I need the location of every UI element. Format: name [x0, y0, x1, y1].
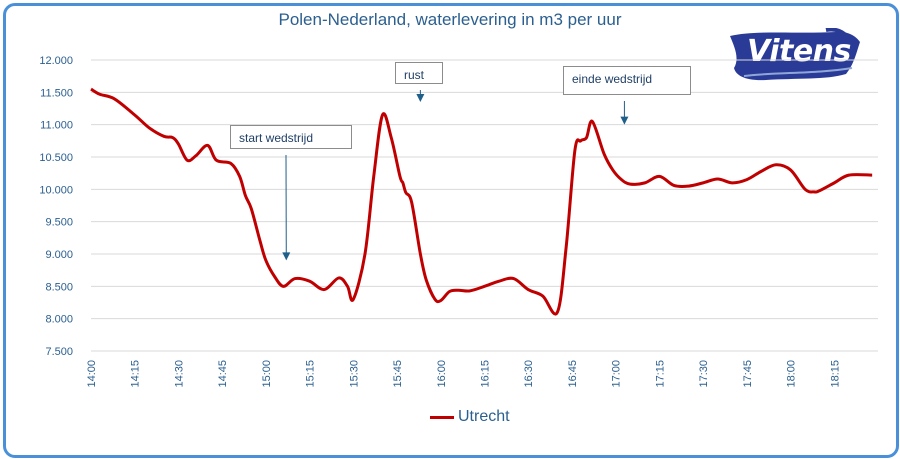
annotation-arrows — [282, 90, 629, 261]
annotation-arrowhead — [416, 93, 425, 102]
annotation-rust: rust — [395, 62, 443, 84]
legend: Utrecht — [430, 408, 510, 426]
legend-label-utrecht: Utrecht — [458, 408, 510, 425]
chart-title: Polen-Nederland, waterlevering in m3 per… — [278, 10, 622, 29]
gridlines — [91, 59, 878, 352]
x-tick-label: 16:45 — [567, 360, 579, 388]
legend-swatch-utrecht — [430, 415, 454, 419]
x-tick-label: 17:45 — [742, 360, 754, 388]
annotation-start-wedstrijd: start wedstrijd — [230, 125, 352, 149]
x-tick-label: 17:00 — [611, 360, 623, 388]
y-axis-ticks: 7.500 8.000 8.500 9.000 9.500 10.000 10.500 11.… — [39, 55, 73, 358]
annotation-arrowhead — [282, 252, 291, 261]
y-tick-label: 10.500 — [39, 152, 73, 164]
y-tick-label: 10.000 — [39, 184, 73, 196]
x-tick-label: 14:15 — [130, 360, 142, 388]
series-line-utrecht — [90, 87, 873, 316]
x-tick-label: 15:30 — [348, 360, 360, 388]
y-tick-label: 11.000 — [40, 120, 73, 132]
x-tick-label: 15:45 — [392, 360, 404, 388]
x-tick-label: 16:00 — [436, 360, 448, 388]
y-tick-label: 9.500 — [45, 217, 73, 229]
y-tick-label: 12.000 — [39, 55, 73, 67]
x-axis-ticks: 14:00 14:15 14:30 14:45 15:00 15:15 15:30 15:45… — [86, 360, 841, 388]
x-tick-label: 15:15 — [305, 360, 317, 388]
x-tick-label: 17:15 — [654, 360, 666, 388]
vitens-logo — [730, 28, 860, 81]
logo-text: Vitens — [747, 34, 851, 69]
annotation-einde-wedstrijd: einde wedstrijd — [563, 66, 691, 95]
annotation-arrowhead — [620, 116, 629, 125]
x-tick-label: 17:30 — [698, 360, 710, 388]
x-tick-label: 15:00 — [261, 360, 273, 388]
x-tick-label: 18:00 — [786, 360, 798, 388]
y-tick-label: 11.500 — [40, 87, 73, 99]
x-tick-label: 18:15 — [829, 360, 841, 388]
y-tick-label: 8.000 — [45, 314, 73, 326]
x-tick-label: 14:00 — [86, 360, 98, 388]
x-tick-label: 14:45 — [217, 360, 229, 388]
x-tick-label: 14:30 — [173, 360, 185, 388]
y-tick-label: 7.500 — [45, 346, 73, 358]
x-tick-label: 16:30 — [523, 360, 535, 388]
x-tick-label: 16:15 — [480, 360, 492, 388]
y-tick-label: 8.500 — [45, 281, 73, 293]
y-tick-label: 9.000 — [45, 249, 73, 261]
